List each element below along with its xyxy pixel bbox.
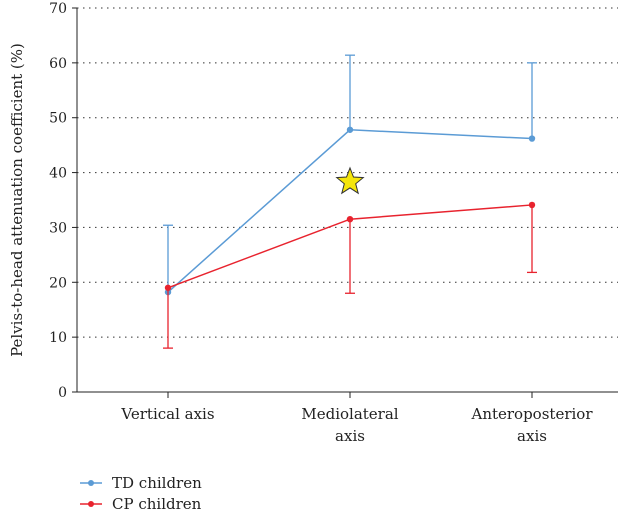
x-category-label: axis — [517, 427, 547, 445]
legend-label: CP children — [112, 495, 202, 513]
legend-swatch-marker — [88, 480, 94, 486]
y-tick-label: 50 — [49, 111, 67, 127]
y-axis-title: Pelvis-to-head attenuation coefficient (… — [8, 43, 26, 357]
y-tick-label: 20 — [49, 275, 67, 291]
x-category-label: Vertical axis — [120, 405, 214, 423]
legend-item: TD children — [80, 474, 202, 492]
series-td-children — [163, 54, 537, 296]
y-tick-label: 10 — [49, 330, 67, 346]
significance-star-icon — [335, 166, 365, 195]
y-tick-label: 0 — [58, 385, 67, 401]
legend-item: CP children — [80, 495, 202, 513]
data-point — [528, 201, 536, 209]
gridlines — [77, 7, 618, 338]
y-tick-label: 60 — [49, 56, 67, 72]
x-category-label: Anteroposterior — [470, 405, 593, 423]
legend: TD children CP children — [80, 474, 202, 513]
legend-label: TD children — [112, 474, 202, 492]
y-ticks: 0 10 20 30 40 50 60 70 — [49, 1, 77, 401]
y-tick-label: 40 — [49, 166, 67, 182]
legend-swatch-marker — [88, 501, 94, 507]
annotations — [335, 166, 365, 195]
series-cp-children — [163, 201, 537, 349]
data-point — [346, 126, 354, 133]
y-tick-label: 70 — [49, 1, 67, 17]
data-point — [164, 284, 172, 291]
data-point — [346, 216, 354, 223]
series — [163, 54, 537, 349]
x-categories: Vertical axis Mediolateral axis Anteroposte… — [120, 392, 593, 445]
data-point — [528, 135, 536, 142]
axes — [76, 8, 618, 393]
y-tick-label: 30 — [49, 220, 67, 236]
x-category-label: Mediolateral — [301, 405, 398, 423]
x-category-label: axis — [335, 427, 365, 445]
